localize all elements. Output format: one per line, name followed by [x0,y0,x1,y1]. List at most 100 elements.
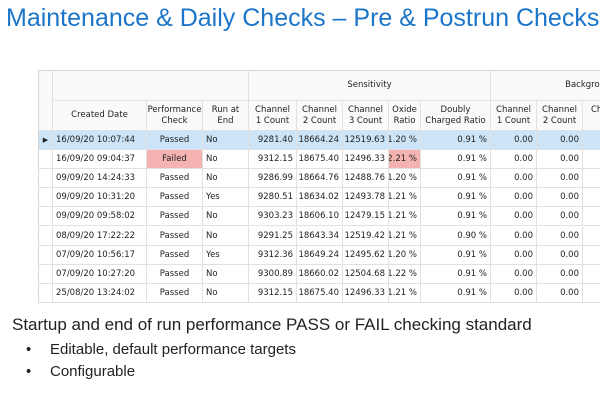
table-cell: 18643.34 [297,226,343,246]
column-header: Oxide Ratio [389,101,421,131]
table-cell: 9281.40 [249,131,297,151]
table-cell: 9280.51 [249,188,297,208]
table-cell: 0.91 % [421,245,491,265]
table-cell: No [203,150,249,170]
column-header: Channel 1 Count [249,101,297,131]
row-indicator [39,169,53,189]
table-cell: Passed [147,226,203,246]
row-indicator [39,207,53,227]
table-cell: 07/09/20 10:27:20 [53,264,147,284]
group-header [53,71,249,101]
table-cell: 12493.78 [343,188,389,208]
table-cell: No [203,264,249,284]
data-grid: SensitivityBackground Created DatePerform… [38,70,600,303]
table-cell: 1.20 % [389,169,421,189]
table-cell: 12504.68 [343,264,389,284]
table-cell: 1.21 % [389,207,421,227]
table-cell: 0.90 % [421,226,491,246]
table-cell: No [203,131,249,151]
table-cell: 0.91 % [421,150,491,170]
table-cell: 0.00 [491,150,537,170]
table-cell: Passed [147,207,203,227]
table-cell: 0.00 [491,245,537,265]
table-cell: 18606.10 [297,207,343,227]
table-cell: Passed [147,264,203,284]
table-cell: 0.00 [491,264,537,284]
table-cell: 07/09/20 10:56:17 [53,245,147,265]
table-cell: 2.21 % [389,150,421,170]
table-cell: 25/08/20 13:24:02 [53,283,147,303]
row-indicator: ▶ [39,131,53,151]
table-cell: Passed [147,188,203,208]
table-cell: Passed [147,131,203,151]
table-cell: 0.00 [491,207,537,227]
table-cell: 18675.40 [297,283,343,303]
table-cell: No [203,169,249,189]
column-header: Channel 1 Count [491,101,537,131]
table-cell: 18660.02 [297,264,343,284]
table-cell: 08/09/20 17:22:22 [53,226,147,246]
table-cell: 12496.33 [343,150,389,170]
table-cell: 12519.63 [343,131,389,151]
bullet: Editable, default performance targets [50,341,296,358]
row-header [39,71,53,131]
group-header: Sensitivity [249,71,491,101]
table-cell: 18664.24 [297,131,343,151]
table-cell: Passed [147,283,203,303]
row-indicator [39,226,53,246]
table-cell: 0.00 [537,245,583,265]
table-cell: 9303.23 [249,207,297,227]
table-cell: 18675.40 [297,150,343,170]
table-cell: 1.20 % [389,131,421,151]
bullet: Configurable [50,363,136,380]
table-cell: Yes [203,188,249,208]
table-cell: 0.00 [537,169,583,189]
table-cell: 0.91 % [421,169,491,189]
table-cell: 0.91 % [421,188,491,208]
table-cell: 12488.76 [343,169,389,189]
table-cell: 1.22 % [389,264,421,284]
table-cell: No [203,283,249,303]
table-cell: 12495.62 [343,245,389,265]
table-cell: 0.91 % [421,283,491,303]
table-cell: 0.00 [537,188,583,208]
table-cell: 1.20 % [389,245,421,265]
bullet-dot: • [26,363,32,380]
bullet-dot: • [26,341,32,358]
table-cell: Passed [147,169,203,189]
table-cell: 0.91 % [421,207,491,227]
table-cell: 16/09/20 09:04:37 [53,150,147,170]
group-header: Background [491,71,600,101]
table-cell: 18634.02 [297,188,343,208]
table-cell: 09/09/20 14:24:33 [53,169,147,189]
table-cell: 0.00 [537,283,583,303]
column-header: Channel 3 Count [343,101,389,131]
table-cell: 0.00 [491,169,537,189]
table-cell: 0.00 [491,283,537,303]
table-cell [583,246,600,265]
column-header: Created Date [53,101,147,131]
column-header: Channel 3 Count [583,101,600,131]
table-cell: Yes [203,245,249,265]
table-cell: No [203,207,249,227]
column-header: Channel 2 Count [297,101,343,131]
row-indicator [39,150,53,170]
slide-title: Maintenance & Daily Checks – Pre & Postr… [6,4,600,32]
column-header: Run at End [203,101,249,131]
table-cell: 0.91 % [421,131,491,151]
table-cell: 9312.36 [249,245,297,265]
table-cell [583,150,600,170]
table-cell: 12479.15 [343,207,389,227]
column-header: Channel 2 Count [537,101,583,131]
table-cell [583,265,600,284]
table-cell: No [203,226,249,246]
table-cell: 0.00 [491,188,537,208]
table-cell: 09/09/20 09:58:02 [53,207,147,227]
table-cell: 0.00 [537,207,583,227]
table-cell [583,284,600,303]
table-cell: 9291.25 [249,226,297,246]
table-cell: 09/09/20 10:31:20 [53,188,147,208]
table-cell: 1.21 % [389,283,421,303]
row-indicator [39,188,53,208]
table-cell: 0.91 % [421,264,491,284]
